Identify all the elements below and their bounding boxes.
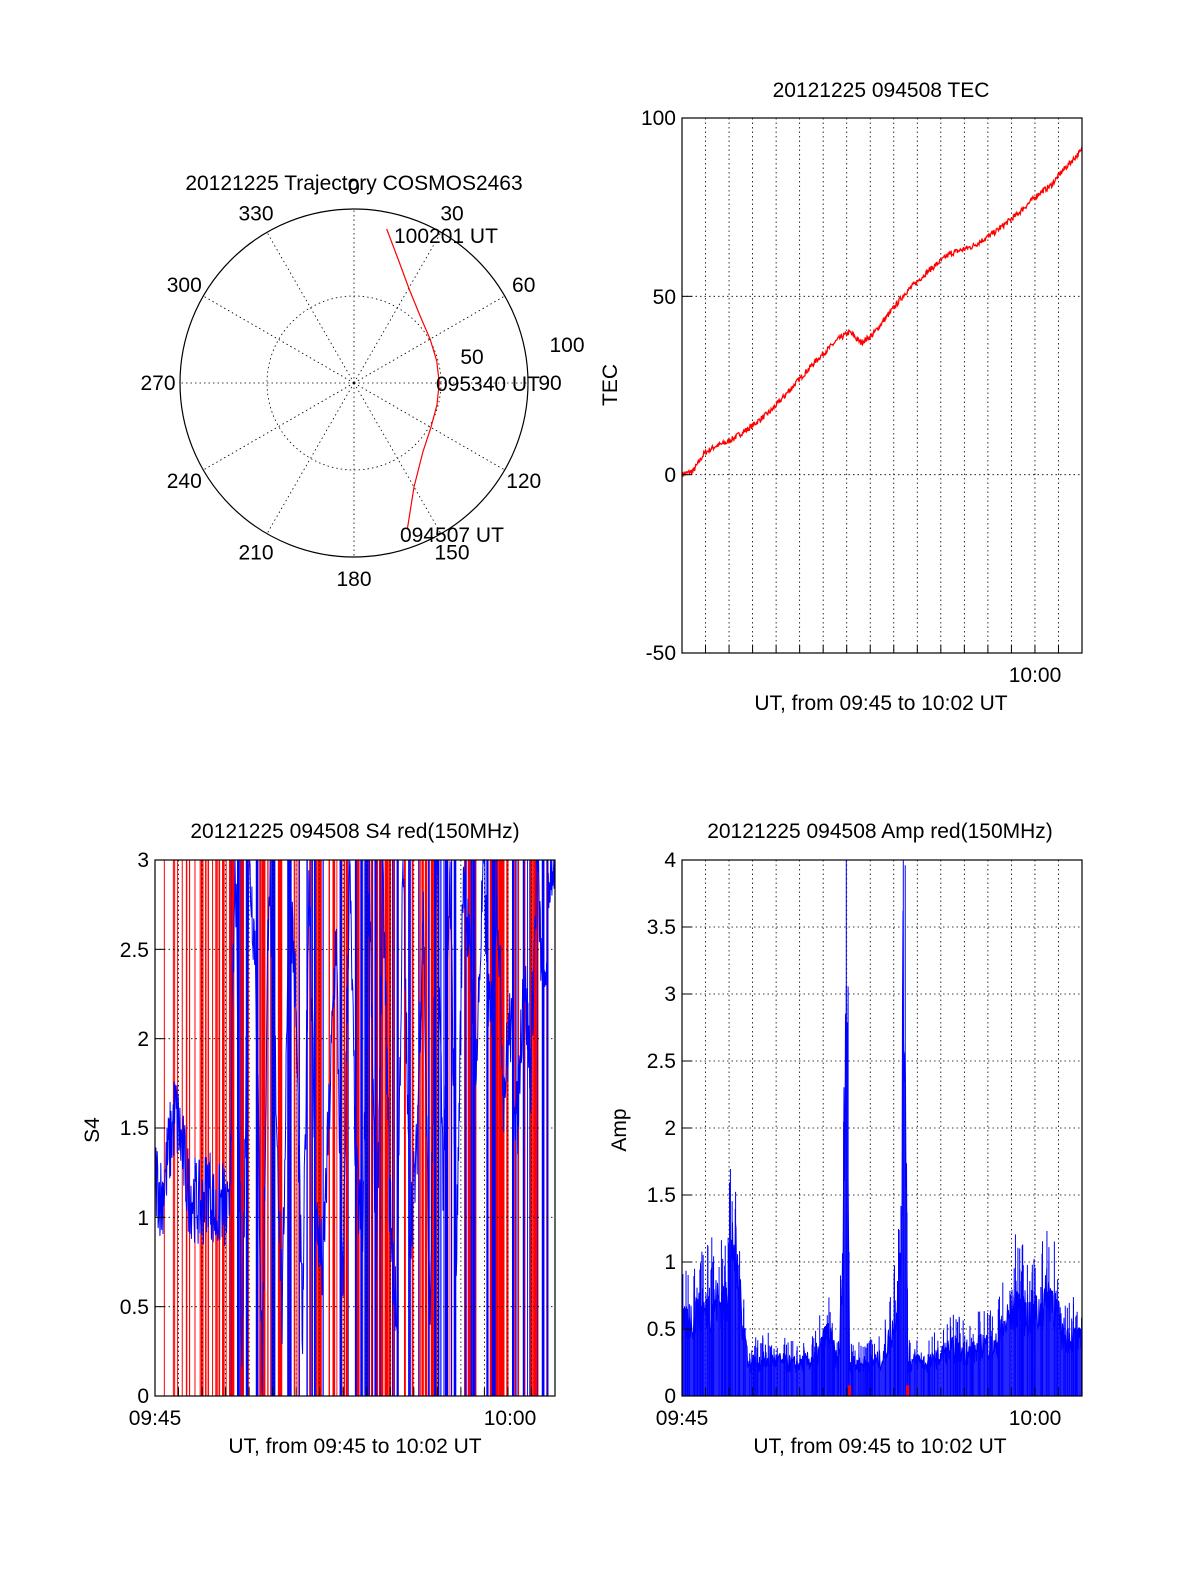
s4-ytick-0: 0 [137, 1385, 149, 1408]
amp-ylabel: Amp [608, 1108, 631, 1151]
polar-angle-label: 270 [140, 372, 175, 395]
polar-angle-label: 150 [434, 542, 469, 565]
amp-ytick-3: 3 [664, 983, 676, 1006]
s4-tick-marks [155, 948, 532, 1396]
polar-angle-label: 0 [348, 176, 360, 199]
polar-spoke [353, 295, 505, 384]
tec-xtick-1000: 10:00 [1009, 664, 1062, 687]
annotation-end-time: 100201 UT [394, 225, 498, 248]
tec-ytick-50: 50 [653, 286, 676, 309]
polar-angle-labels: 0 30 60 90 120 150 180 210 240 270 300 330 [140, 176, 561, 591]
amp-xtick-0945: 09:45 [656, 1407, 709, 1430]
s4-grid [155, 860, 555, 1396]
polar-radius-label-50: 50 [460, 346, 483, 369]
trajectory-line [386, 228, 440, 530]
amp-ytick-2: 2 [664, 1117, 676, 1140]
s4-series-line [154, 858, 556, 1395]
tec-panel: 20121225 094508 TEC 100 50 0 -50 10:00 U… [599, 79, 1083, 715]
s4-ytick-1: 1 [137, 1207, 149, 1230]
polar-angle-label: 180 [336, 568, 371, 591]
polar-spoke [353, 232, 442, 384]
s4-xtick-0945: 09:45 [129, 1407, 182, 1430]
tec-tick-marks [682, 295, 1059, 653]
amp-series-envelope [681, 910, 1083, 1397]
tec-ytick-0: 0 [664, 464, 676, 487]
polar-grid [180, 209, 528, 557]
tec-series-line [681, 146, 1083, 478]
tec-title: 20121225 094508 TEC [773, 79, 990, 102]
polar-spoke [353, 382, 442, 534]
amp-ytick-0: 0 [664, 1385, 676, 1408]
polar-angle-label: 240 [167, 470, 202, 493]
polar-outer-ring [179, 208, 529, 558]
tec-ytick-100: 100 [641, 107, 676, 130]
amp-red-markers [848, 1385, 910, 1396]
polar-angle-label: 210 [238, 542, 273, 565]
polar-spoke [203, 382, 355, 471]
s4-ytick-2.5: 2.5 [120, 939, 149, 962]
s4-panel: 20121225 094508 S4 red(150MHz) 3 2.5 2 1… [81, 820, 556, 1458]
annotation-mid-time: 095340 UT [436, 373, 540, 396]
polar-radius-label-100: 100 [549, 334, 584, 357]
polar-angle-label: 30 [440, 202, 463, 225]
polar-angle-label: 300 [167, 274, 202, 297]
amp-ytick-3.5: 3.5 [647, 916, 676, 939]
tec-ylabel: TEC [599, 364, 622, 406]
polar-trajectory-panel: 20121225 Trajectory COSMOS2463 0 30 60 90 12… [140, 172, 584, 591]
polar-title: 20121225 Trajectory COSMOS2463 [185, 172, 522, 195]
amp-xtick-1000: 10:00 [1009, 1407, 1062, 1430]
polar-angle-label: 120 [506, 470, 541, 493]
amp-xlabel: UT, from 09:45 to 10:02 UT [753, 1435, 1006, 1458]
polar-spoke [353, 382, 505, 471]
s4-ylabel: S4 [81, 1117, 104, 1143]
polar-angle-label: 60 [512, 274, 535, 297]
tec-ytick-neg50: -50 [646, 642, 676, 665]
polar-angle-label: 330 [238, 202, 273, 225]
polar-angle-label: 90 [538, 372, 561, 395]
annotation-start-time: 094507 UT [400, 524, 504, 547]
amp-ytick-0.5: 0.5 [647, 1318, 676, 1341]
tec-xlabel: UT, from 09:45 to 10:02 UT [754, 692, 1007, 715]
amp-title: 20121225 094508 Amp red(150MHz) [707, 820, 1053, 843]
polar-spoke [203, 295, 355, 384]
amp-ytick-4: 4 [664, 849, 676, 872]
amp-ytick-2.5: 2.5 [647, 1050, 676, 1073]
tec-plot-frame [681, 117, 1083, 654]
amp-ytick-1: 1 [664, 1251, 676, 1274]
s4-ytick-3: 3 [137, 849, 149, 872]
s4-ytick-2: 2 [137, 1028, 149, 1051]
polar-spoke [266, 382, 355, 534]
amp-tick-marks [682, 926, 1059, 1396]
s4-xtick-1000: 10:00 [484, 1407, 537, 1430]
s4-title: 20121225 094508 S4 red(150MHz) [190, 820, 519, 843]
s4-xlabel: UT, from 09:45 to 10:02 UT [228, 1435, 481, 1458]
s4-ytick-1.5: 1.5 [120, 1117, 149, 1140]
amp-panel: 20121225 094508 Amp red(150MHz) 4 3.5 3 … [608, 820, 1083, 1458]
s4-ytick-0.5: 0.5 [120, 1296, 149, 1319]
amp-ytick-1.5: 1.5 [647, 1184, 676, 1207]
tec-grid [682, 118, 1082, 653]
polar-spoke [266, 232, 355, 384]
